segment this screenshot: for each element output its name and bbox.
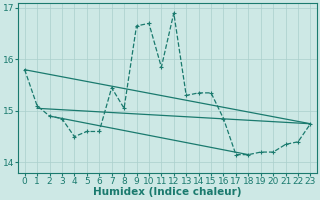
X-axis label: Humidex (Indice chaleur): Humidex (Indice chaleur) — [93, 187, 242, 197]
